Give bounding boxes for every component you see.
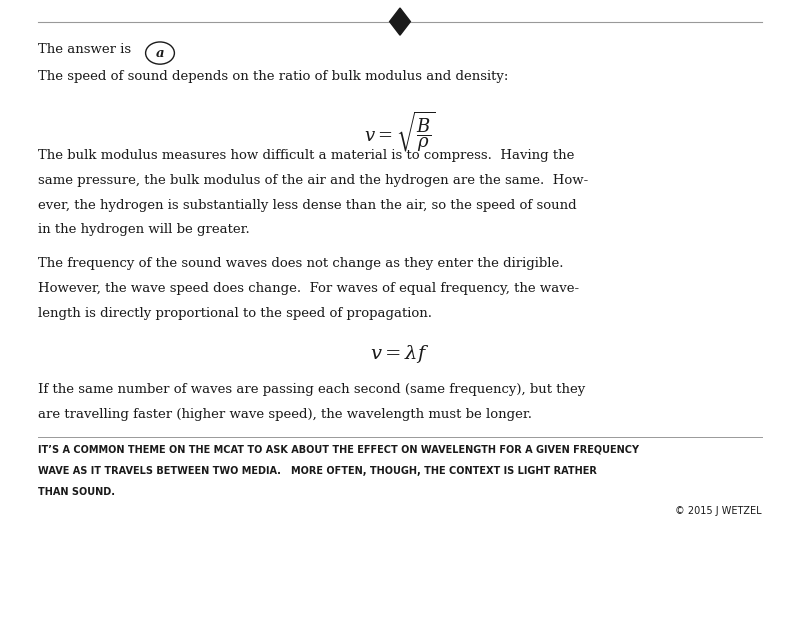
Text: length is directly proportional to the speed of propagation.: length is directly proportional to the s… bbox=[38, 307, 432, 320]
Text: $v = \sqrt{\dfrac{B}{\rho}}$: $v = \sqrt{\dfrac{B}{\rho}}$ bbox=[364, 109, 436, 154]
Text: IT’S A COMMON THEME ON THE MCAT TO ASK ABOUT THE EFFECT ON WAVELENGTH FOR A GIVE: IT’S A COMMON THEME ON THE MCAT TO ASK A… bbox=[38, 445, 639, 455]
Text: ever, the hydrogen is substantially less dense than the air, so the speed of sou: ever, the hydrogen is substantially less… bbox=[38, 199, 577, 212]
Text: The speed of sound depends on the ratio of bulk modulus and density:: The speed of sound depends on the ratio … bbox=[38, 70, 509, 83]
Text: a: a bbox=[156, 46, 164, 60]
Text: same pressure, the bulk modulus of the air and the hydrogen are the same.  How-: same pressure, the bulk modulus of the a… bbox=[38, 174, 589, 187]
Text: The frequency of the sound waves does not change as they enter the dirigible.: The frequency of the sound waves does no… bbox=[38, 257, 564, 270]
Text: The answer is: The answer is bbox=[38, 43, 136, 56]
Text: THAN SOUND.: THAN SOUND. bbox=[38, 487, 115, 497]
Text: © 2015 J WETZEL: © 2015 J WETZEL bbox=[675, 506, 762, 516]
Text: WAVE AS IT TRAVELS BETWEEN TWO MEDIA.   MORE OFTEN, THOUGH, THE CONTEXT IS LIGHT: WAVE AS IT TRAVELS BETWEEN TWO MEDIA. MO… bbox=[38, 466, 598, 476]
Text: are travelling faster (higher wave speed), the wavelength must be longer.: are travelling faster (higher wave speed… bbox=[38, 408, 533, 421]
Text: in the hydrogen will be greater.: in the hydrogen will be greater. bbox=[38, 223, 250, 236]
Text: $v = \lambda f$: $v = \lambda f$ bbox=[370, 343, 430, 365]
Text: If the same number of waves are passing each second (same frequency), but they: If the same number of waves are passing … bbox=[38, 383, 586, 396]
Text: The bulk modulus measures how difficult a material is to compress.  Having the: The bulk modulus measures how difficult … bbox=[38, 149, 574, 162]
Polygon shape bbox=[390, 8, 410, 35]
Text: However, the wave speed does change.  For waves of equal frequency, the wave-: However, the wave speed does change. For… bbox=[38, 282, 579, 295]
